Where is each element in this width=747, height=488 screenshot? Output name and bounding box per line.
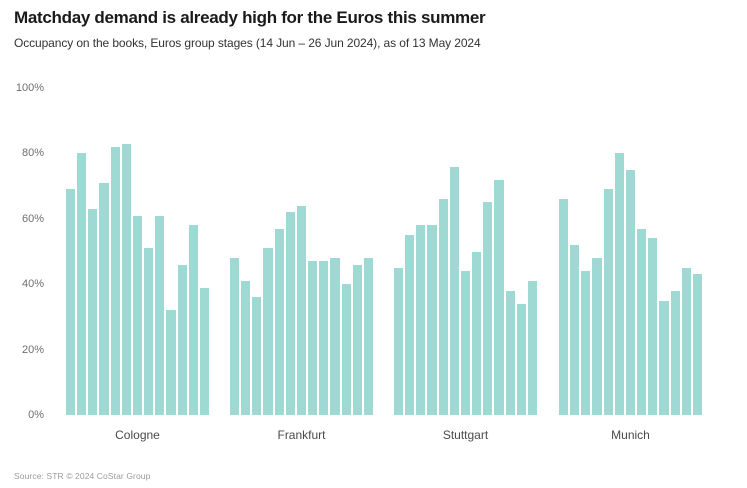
- bar-frankfurt-10: [330, 258, 340, 415]
- y-axis-tick-label: 80%: [21, 147, 44, 160]
- bar-frankfurt-9: [319, 261, 329, 415]
- bar-cologne-3: [88, 209, 98, 415]
- chart-subtitle: Occupancy on the books, Euros group stag…: [14, 36, 481, 50]
- x-axis-label-cologne: Cologne: [115, 428, 160, 442]
- bar-frankfurt-8: [308, 261, 318, 415]
- bar-frankfurt-12: [352, 264, 362, 415]
- bar-cologne-12: [188, 225, 198, 415]
- bar-group-frankfurt: [230, 88, 374, 415]
- bar-cologne-8: [144, 248, 154, 415]
- bar-group-stuttgart: [394, 88, 538, 415]
- bar-munich-11: [670, 290, 680, 415]
- bar-frankfurt-11: [341, 284, 351, 415]
- bar-cologne-7: [132, 215, 143, 415]
- bar-stuttgart-5: [438, 199, 448, 415]
- bar-stuttgart-11: [505, 290, 515, 415]
- bar-group-cologne: [66, 88, 210, 415]
- source-note: Source: STR © 2024 CoStar Group: [14, 471, 151, 481]
- bar-frankfurt-6: [285, 212, 295, 415]
- bar-stuttgart-2: [405, 235, 415, 415]
- bar-munich-9: [648, 238, 658, 415]
- bar-munich-2: [570, 245, 580, 415]
- bar-munich-8: [637, 228, 647, 415]
- bar-cologne-13: [199, 287, 210, 415]
- bar-munich-5: [603, 189, 613, 415]
- bar-munich-10: [659, 300, 669, 415]
- bar-stuttgart-12: [516, 303, 526, 415]
- y-axis-tick-label: 0%: [28, 409, 44, 421]
- bar-frankfurt-7: [296, 205, 307, 415]
- bar-frankfurt-2: [241, 280, 251, 415]
- bar-frankfurt-3: [252, 297, 262, 415]
- bar-stuttgart-1: [394, 267, 404, 415]
- bar-stuttgart-13: [527, 280, 538, 415]
- bar-munich-12: [681, 267, 691, 415]
- bar-frankfurt-4: [263, 248, 273, 415]
- bar-munich-6: [614, 153, 624, 415]
- bar-munich-1: [559, 199, 569, 415]
- bar-stuttgart-9: [483, 202, 493, 415]
- x-axis-label-munich: Munich: [611, 428, 650, 442]
- bar-munich-3: [581, 271, 591, 415]
- bar-stuttgart-8: [472, 251, 482, 415]
- bar-stuttgart-4: [427, 225, 437, 415]
- x-axis-label-frankfurt: Frankfurt: [277, 428, 326, 442]
- bar-cologne-9: [155, 215, 165, 415]
- x-axis-label-stuttgart: Stuttgart: [442, 428, 489, 442]
- bar-cologne-6: [121, 143, 131, 415]
- bar-cologne-4: [99, 182, 109, 415]
- bar-munich-4: [592, 258, 602, 415]
- y-axis-tick-label: 40%: [21, 278, 44, 291]
- bar-stuttgart-3: [416, 225, 426, 415]
- bar-frankfurt-1: [230, 258, 240, 415]
- bar-cologne-10: [166, 310, 176, 415]
- bar-frankfurt-5: [274, 228, 284, 415]
- y-axis-tick-label: 20%: [21, 343, 44, 356]
- bar-stuttgart-6: [449, 166, 459, 415]
- bar-munich-7: [625, 169, 636, 415]
- bar-frankfurt-13: [363, 258, 374, 415]
- bar-cologne-2: [77, 153, 87, 415]
- bar-munich-13: [692, 274, 703, 415]
- chart-title: Matchday demand is already high for the …: [14, 8, 486, 27]
- bar-cologne-5: [110, 146, 120, 415]
- bar-cologne-1: [66, 189, 76, 415]
- bar-stuttgart-10: [494, 179, 504, 415]
- bar-cologne-11: [177, 264, 187, 415]
- bar-stuttgart-7: [460, 271, 471, 415]
- bar-group-munich: [559, 88, 703, 415]
- y-axis-tick-label: 100%: [15, 82, 44, 94]
- y-axis-tick-label: 60%: [21, 212, 44, 225]
